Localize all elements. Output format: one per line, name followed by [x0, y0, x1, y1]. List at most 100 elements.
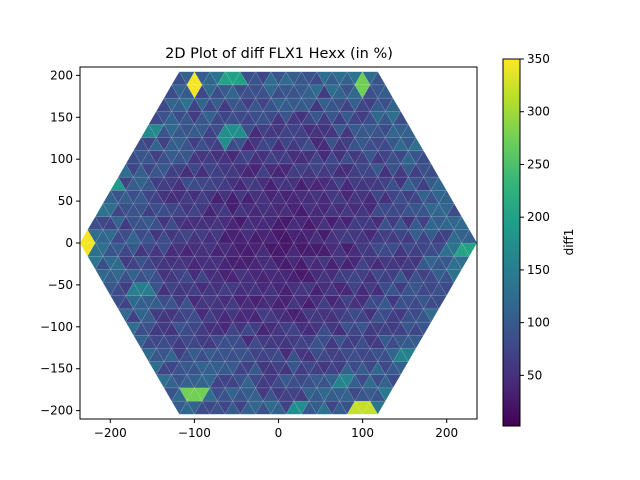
mesh-cell: [255, 242, 272, 257]
mesh-cell: [446, 203, 463, 217]
mesh-cell: [270, 216, 287, 231]
mesh-cell: [430, 176, 447, 191]
mesh-cell: [308, 176, 325, 191]
mesh-cell: [285, 374, 302, 389]
mesh-cell: [255, 137, 272, 152]
mesh-cell: [407, 269, 424, 283]
mesh-cell: [239, 400, 256, 415]
mesh-cell: [178, 216, 195, 231]
colorbar-label: diff1: [562, 229, 576, 256]
mesh-cell: [316, 242, 333, 257]
mesh-cell: [285, 348, 302, 362]
mesh-cell: [209, 110, 226, 125]
mesh-cell: [217, 361, 234, 375]
mesh-cell: [369, 97, 386, 112]
mesh-cell: [163, 321, 180, 336]
colorbar-tick-label: 350: [527, 52, 550, 66]
colorbar-tick-label: 150: [527, 263, 550, 277]
mesh-cell: [224, 216, 241, 231]
mesh-cell: [133, 216, 150, 231]
mesh-cell: [148, 242, 165, 257]
mesh-cell: [232, 229, 249, 244]
mesh-cell: [346, 137, 363, 152]
mesh-cell: [239, 216, 256, 231]
mesh-cell: [155, 361, 172, 375]
mesh-cell: [217, 203, 234, 217]
mesh-cell: [255, 269, 272, 283]
mesh-cell: [346, 400, 363, 415]
mesh-cell: [285, 189, 302, 204]
mesh-cell: [369, 282, 386, 296]
mesh-cell: [369, 387, 386, 402]
mesh-cell: [369, 229, 386, 244]
mesh-cell: [354, 308, 371, 323]
mesh-cell: [369, 176, 386, 191]
mesh-cell: [270, 71, 287, 86]
mesh-cell: [369, 150, 386, 165]
mesh-cell: [285, 137, 302, 152]
mesh-cell: [270, 84, 287, 99]
mesh-cell: [423, 269, 440, 283]
mesh-cell: [148, 163, 165, 178]
mesh-cell: [323, 150, 340, 165]
chart-title: 2D Plot of diff FLX1 Hexx (in %): [165, 46, 393, 62]
mesh-cell: [407, 137, 424, 152]
mesh-cell: [270, 242, 287, 257]
mesh-cell: [369, 255, 386, 270]
mesh-cell: [186, 361, 203, 375]
mesh-cell: [194, 137, 211, 152]
mesh-cell: [217, 124, 234, 138]
y-tick-label: 200: [50, 68, 73, 82]
mesh-cell: [423, 163, 440, 178]
mesh-cell: [438, 189, 455, 204]
mesh-cell: [217, 229, 234, 244]
mesh-cell: [392, 269, 409, 283]
mesh-cell: [133, 137, 150, 152]
mesh-cell: [316, 347, 333, 362]
mesh-cell: [323, 71, 340, 86]
mesh-cell: [148, 189, 165, 204]
mesh-cell: [392, 137, 409, 152]
y-tick-label: 0: [65, 236, 73, 250]
colorbar-tick-label: 200: [527, 210, 550, 224]
mesh-cell: [301, 321, 318, 336]
colorbar-tick-label: 300: [527, 105, 550, 119]
mesh-cell: [217, 387, 234, 402]
colorbar-tick-label: 250: [527, 157, 550, 171]
mesh-cell: [354, 334, 371, 349]
mesh-cell: [354, 255, 371, 270]
mesh-cell: [346, 110, 363, 125]
mesh-cell: [232, 176, 249, 191]
mesh-cell: [255, 295, 272, 310]
mesh-cell: [178, 110, 195, 125]
hex-mesh: [80, 71, 477, 415]
mesh-cell: [270, 163, 287, 178]
mesh-cell: [346, 321, 363, 336]
mesh-cell: [217, 308, 234, 323]
mesh-cell: [285, 269, 302, 283]
mesh-cell: [285, 163, 302, 178]
mesh-cell: [369, 361, 386, 375]
mesh-cell: [232, 387, 249, 402]
mesh-cell: [140, 176, 157, 191]
mesh-cell: [270, 374, 287, 389]
mesh-cell: [323, 176, 340, 191]
x-tick-label: 100: [351, 426, 374, 440]
mesh-cell: [201, 361, 218, 375]
mesh-cell: [323, 361, 340, 375]
mesh-cell: [94, 203, 111, 217]
mesh-cell: [255, 374, 272, 389]
mesh-cell: [453, 242, 470, 257]
colorbar-tick-label: 100: [527, 316, 550, 330]
mesh-cell: [239, 137, 256, 152]
mesh-cell: [133, 163, 150, 178]
mesh-cell: [125, 176, 142, 191]
mesh-cell: [346, 216, 363, 231]
mesh-cell: [270, 347, 287, 362]
mesh-cell: [285, 400, 302, 415]
mesh-cell: [110, 176, 127, 191]
mesh-cell: [239, 110, 256, 125]
mesh-cell: [346, 269, 363, 283]
mesh-cell: [400, 334, 417, 349]
